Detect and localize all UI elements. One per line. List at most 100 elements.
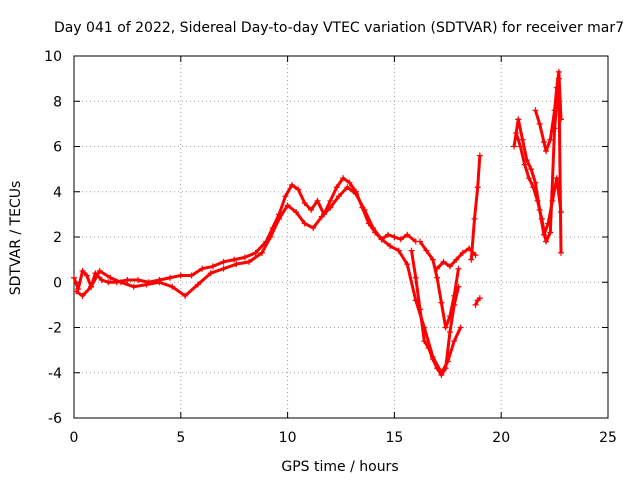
data-point <box>519 136 526 143</box>
data-point <box>471 215 478 222</box>
data-point <box>440 258 447 265</box>
data-point <box>314 197 321 204</box>
data-point <box>442 365 449 372</box>
data-point <box>543 148 550 155</box>
data-point <box>71 274 77 281</box>
data-point <box>107 274 114 281</box>
data-point <box>543 238 550 245</box>
data-point <box>417 306 424 313</box>
series-trace <box>513 75 565 256</box>
data-point <box>451 292 458 299</box>
data-point <box>135 276 142 283</box>
data-point <box>83 272 90 279</box>
data-point <box>446 329 453 336</box>
data-point <box>241 254 248 261</box>
y-tick-label: 2 <box>53 230 62 246</box>
data-point <box>438 299 445 306</box>
series-trace <box>71 175 419 293</box>
axis-ticks: 0 5 10 15 20 25 -6 -4 -2 0 2 4 6 8 10 <box>44 49 617 446</box>
data-point <box>532 179 539 186</box>
data-point <box>167 274 174 281</box>
data-point <box>532 107 539 114</box>
data-point <box>310 224 317 231</box>
data-point <box>412 274 419 281</box>
data-point <box>88 283 95 290</box>
x-tick-label: 0 <box>70 430 79 446</box>
data-point <box>525 175 532 182</box>
data-point <box>459 249 466 256</box>
data-point <box>558 116 565 123</box>
data-point <box>346 179 353 186</box>
data-point <box>258 249 265 256</box>
data-point <box>267 234 274 240</box>
data-point <box>220 265 227 272</box>
data-point <box>417 238 424 245</box>
series-trace <box>511 116 565 238</box>
data-point <box>536 120 543 127</box>
data-point <box>404 231 411 238</box>
y-tick-label: 0 <box>53 275 62 291</box>
data-point <box>511 143 518 150</box>
y-axis-label: SDTVAR / TECUs <box>8 181 24 296</box>
data-point <box>333 184 340 191</box>
data-point <box>124 276 131 283</box>
data-point <box>472 301 479 308</box>
data-point <box>295 186 302 193</box>
data-point <box>476 295 483 302</box>
series-trace <box>532 68 565 155</box>
y-tick-label: 8 <box>53 94 62 110</box>
data-point <box>429 256 436 263</box>
data-point <box>453 256 460 263</box>
data-point <box>301 220 308 227</box>
data-point <box>308 206 315 213</box>
data-point <box>288 181 295 188</box>
data-point <box>199 265 206 272</box>
data-point <box>276 215 283 222</box>
data-point <box>96 267 103 274</box>
data-point <box>188 272 195 279</box>
data-point <box>384 231 391 238</box>
data-point <box>79 267 86 274</box>
data-point <box>378 236 385 243</box>
data-point <box>209 263 216 270</box>
series-trace <box>472 295 483 308</box>
data-point <box>156 279 163 286</box>
series-line <box>514 77 563 253</box>
x-tick-label: 25 <box>599 430 617 446</box>
data-point <box>143 281 150 288</box>
data-point <box>468 256 475 263</box>
data-point <box>429 356 436 363</box>
data-point <box>434 274 441 281</box>
data-point <box>327 197 334 204</box>
data-point <box>434 365 441 372</box>
data-point <box>408 247 415 254</box>
data-point <box>438 372 445 379</box>
data-point <box>169 283 176 290</box>
data-point <box>513 129 520 136</box>
x-axis-label: GPS time / hours <box>281 459 398 475</box>
series-line <box>410 250 460 377</box>
data-point <box>293 209 300 216</box>
data-point <box>344 184 351 191</box>
data-point <box>79 292 86 299</box>
series-trace <box>468 152 483 263</box>
data-point <box>558 249 565 256</box>
data-point <box>446 263 453 270</box>
data-point <box>404 261 411 268</box>
data-point <box>387 243 394 250</box>
data-point <box>547 136 554 143</box>
data-point <box>472 252 479 259</box>
data-point <box>361 206 368 213</box>
x-tick-label: 10 <box>279 430 297 446</box>
data-point <box>220 258 227 265</box>
y-tick-label: -6 <box>48 411 62 427</box>
data-point <box>335 193 342 200</box>
data-point <box>555 68 562 75</box>
data-point <box>534 197 541 204</box>
series-line <box>469 155 482 260</box>
y-tick-label: 10 <box>44 49 62 65</box>
y-tick-label: 6 <box>53 140 62 156</box>
data-point <box>231 256 238 263</box>
data-point <box>528 166 535 173</box>
